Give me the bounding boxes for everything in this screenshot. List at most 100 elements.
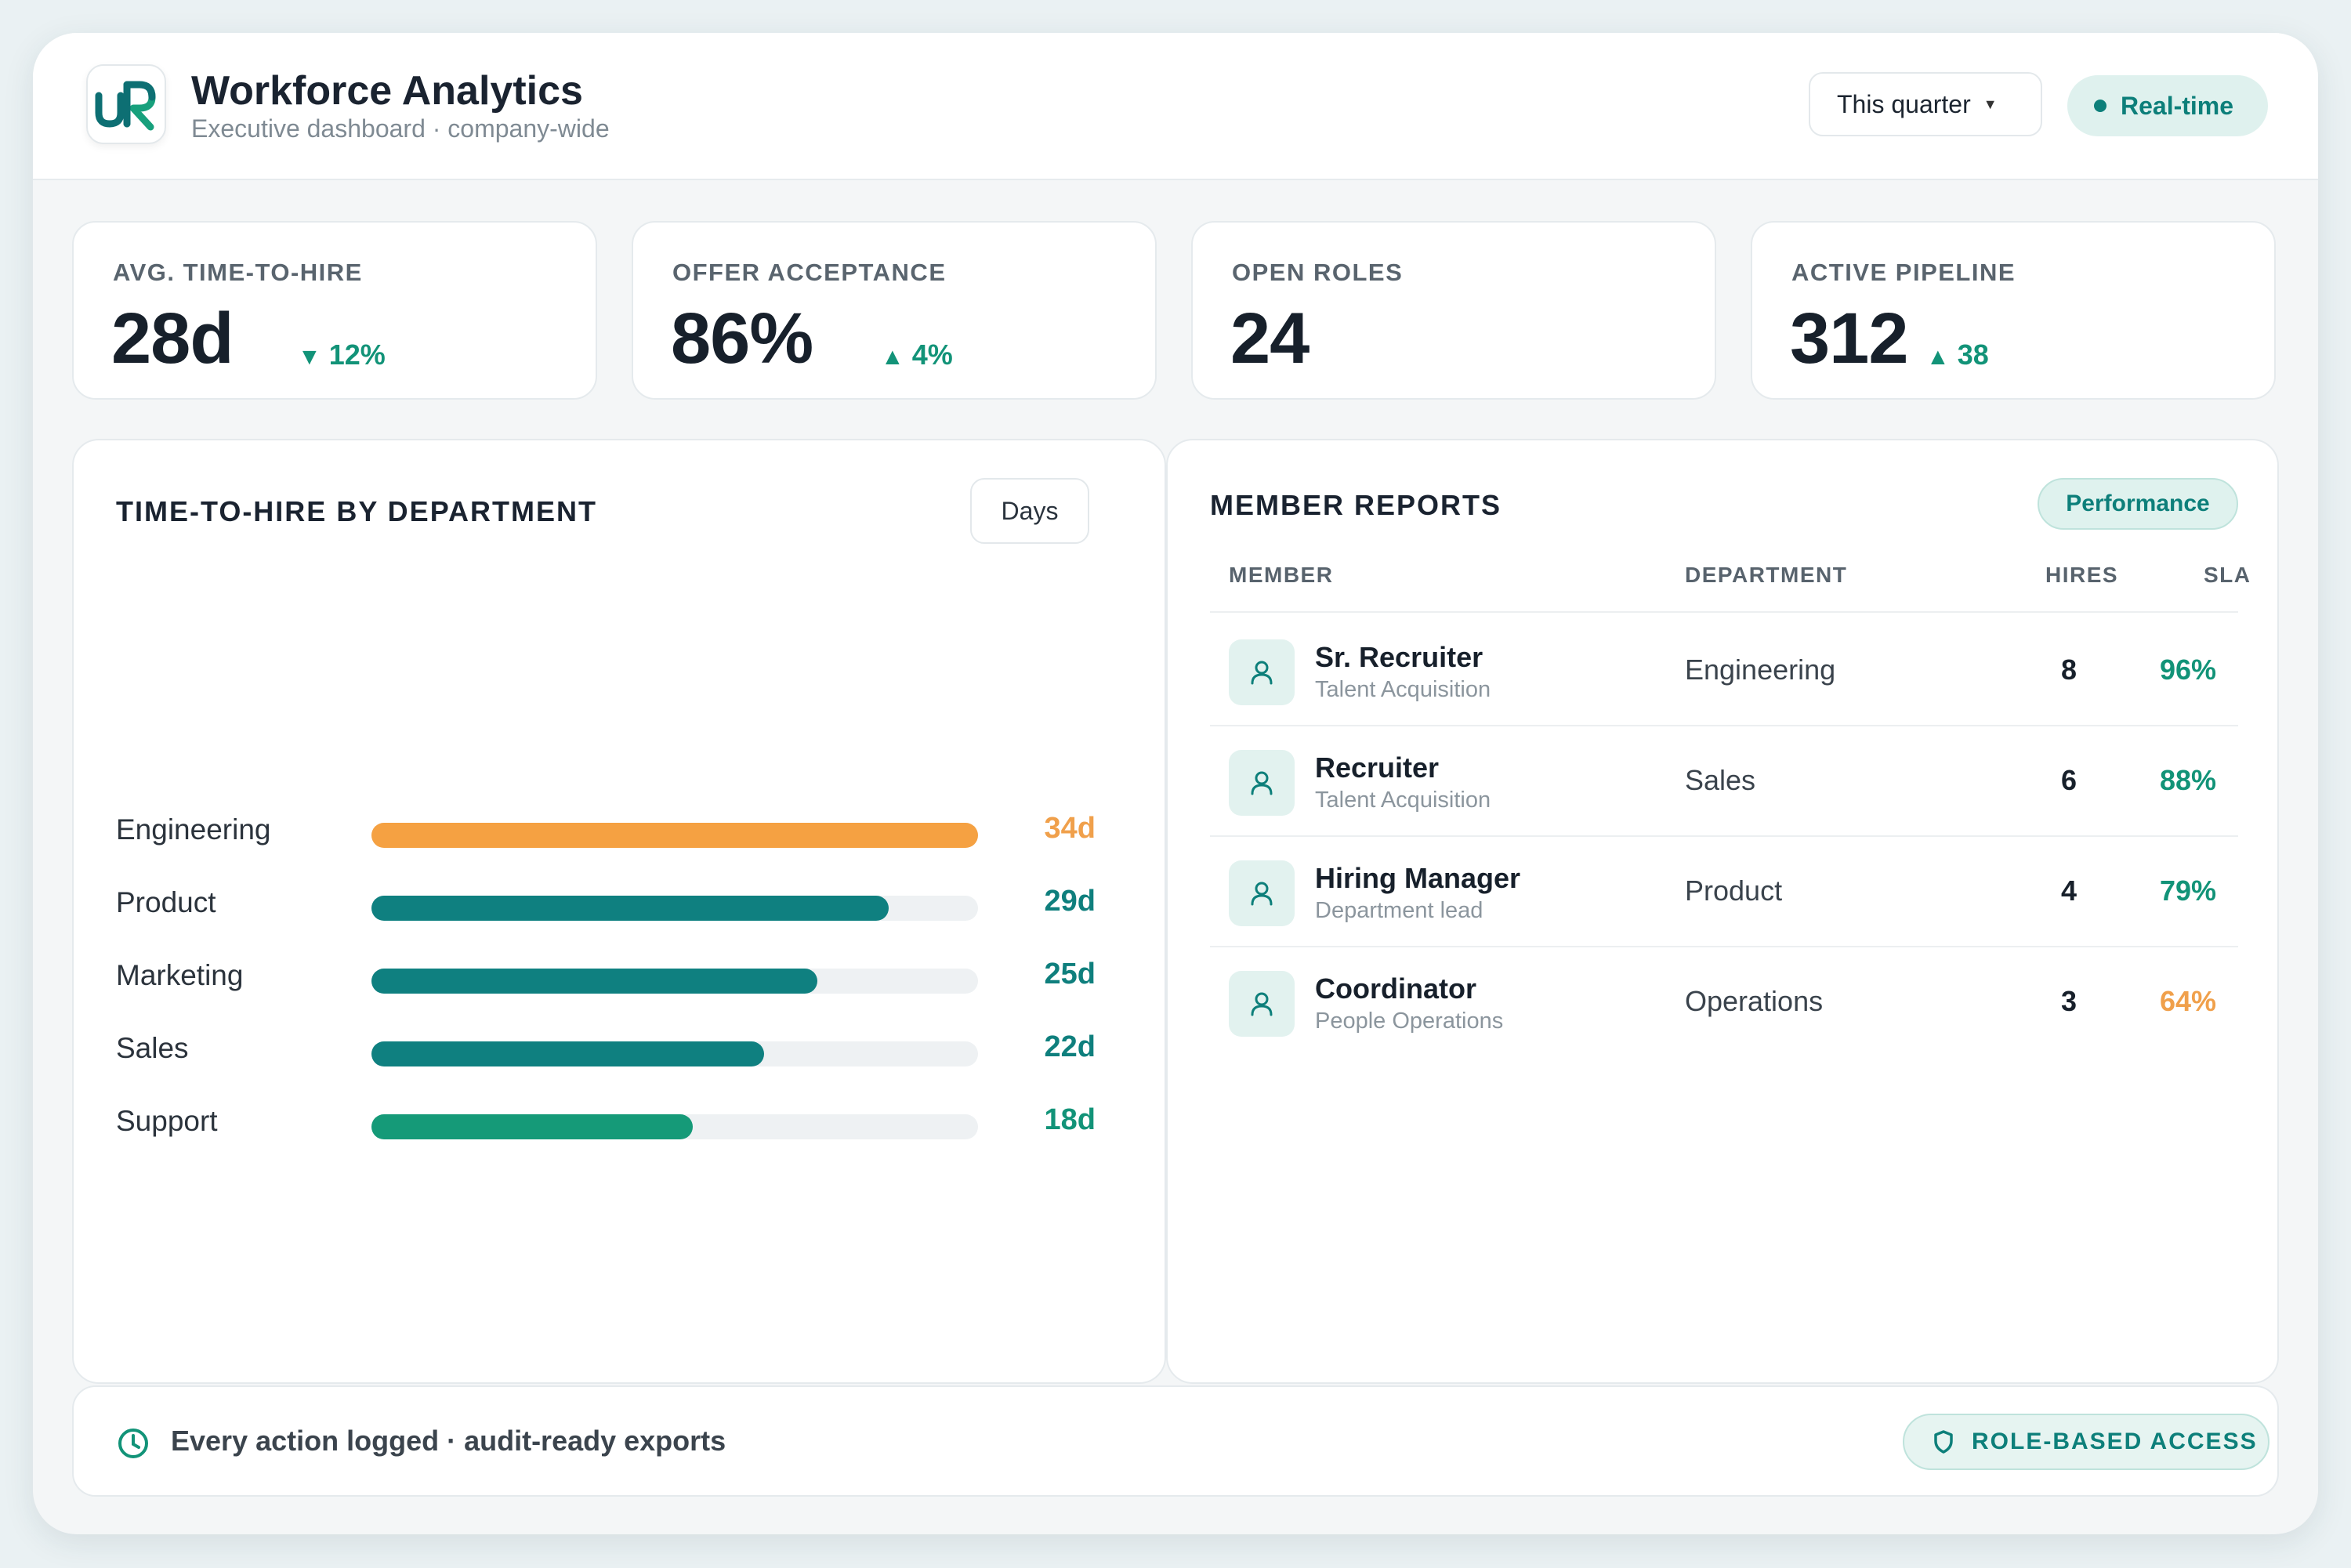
role-based-access-badge[interactable]: ROLE-BASED ACCESS <box>1903 1414 2269 1470</box>
user-icon <box>1251 882 1273 906</box>
kpi-delta: ▲ 4% <box>881 339 953 371</box>
table-row[interactable]: Coordinator People Operations Operations 3 6… <box>1210 949 2238 1059</box>
kpi-label: AVG. TIME-TO-HIRE <box>113 259 363 286</box>
days-value: 22d <box>1044 1030 1096 1063</box>
shield-icon <box>1934 1430 1953 1454</box>
department-bar-row[interactable]: Product 29d <box>116 882 1096 929</box>
period-select[interactable]: This quarter ▼ <box>1809 72 2042 136</box>
panel-title: MEMBER REPORTS <box>1210 489 1502 521</box>
member-role: Talent Acquisition <box>1315 788 1491 813</box>
member-sla: 64% <box>2159 985 2216 1017</box>
kpi-label: OFFER ACCEPTANCE <box>672 259 947 286</box>
department-bar-row[interactable]: Sales 22d <box>116 1027 1096 1074</box>
avatar <box>1229 971 1295 1037</box>
kpi-delta: ▼ 12% <box>298 339 386 371</box>
row-divider <box>1210 835 2238 837</box>
kpi-value: 24 <box>1230 299 1310 378</box>
days-value: 29d <box>1044 885 1096 918</box>
audit-footer: Every action logged · audit-ready export… <box>72 1385 2279 1497</box>
member-department: Operations <box>1685 985 1824 1017</box>
kpi-value: 312 <box>1790 299 1908 378</box>
member-department: Sales <box>1685 764 1756 796</box>
realtime-label: Real-time <box>2121 91 2234 120</box>
period-select-label: This quarter <box>1837 89 1971 118</box>
clock-icon <box>118 1429 148 1458</box>
member-sla: 96% <box>2159 654 2216 686</box>
kpi-delta-value: 12% <box>328 339 386 371</box>
kpi-delta-value: 38 <box>1957 339 1989 371</box>
member-sla: 79% <box>2159 875 2216 907</box>
member-name: Sr. Recruiter <box>1315 641 1483 673</box>
live-dot-icon <box>2094 100 2106 112</box>
column-header-member[interactable]: MEMBER <box>1229 563 1334 587</box>
trend-up-icon: ▲ <box>1926 344 1950 370</box>
member-role: Department lead <box>1315 898 1483 923</box>
top-header: Workforce Analytics Executive dashboard … <box>33 33 2318 180</box>
panel-title: TIME-TO-HIRE BY DEPARTMENT <box>116 495 598 527</box>
app-title: Workforce Analytics <box>191 68 583 114</box>
department-bar-row[interactable]: Support 18d <box>116 1100 1096 1147</box>
avatar <box>1229 750 1295 816</box>
member-reports-panel: MEMBER REPORTS Performance MEMBER DEPART… <box>1166 439 2279 1384</box>
row-divider <box>1210 946 2238 947</box>
bar-fill <box>371 823 978 848</box>
bar-fill <box>371 1041 764 1066</box>
app-window: Workforce Analytics Executive dashboard … <box>33 33 2318 1534</box>
department-label: Product <box>116 886 216 918</box>
member-department: Product <box>1685 875 1783 907</box>
kpi-label: OPEN ROLES <box>1232 259 1404 286</box>
table-row[interactable]: Recruiter Talent Acquisition Sales 6 88% <box>1210 728 2238 838</box>
bar-track <box>371 1114 978 1139</box>
member-role: Talent Acquisition <box>1315 677 1491 702</box>
member-role: People Operations <box>1315 1009 1504 1034</box>
kpi-card-active-pipeline: ACTIVE PIPELINE 312 ▲ 38 <box>1751 221 2276 400</box>
department-label: Support <box>116 1105 218 1137</box>
column-header-hires[interactable]: HIRES <box>2045 563 2119 587</box>
member-department: Engineering <box>1685 654 1836 686</box>
column-header-department[interactable]: DEPARTMENT <box>1685 563 1848 587</box>
realtime-badge[interactable]: Real-time <box>2067 75 2268 136</box>
days-value: 34d <box>1044 812 1096 845</box>
table-row[interactable]: Sr. Recruiter Talent Acquisition Engineeri… <box>1210 617 2238 727</box>
logo-mark-icon <box>95 81 156 131</box>
days-unit-button[interactable]: Days <box>970 478 1089 544</box>
table-row[interactable]: Hiring Manager Department lead Product 4 79% <box>1210 838 2238 948</box>
member-name: Hiring Manager <box>1315 862 1521 894</box>
table-divider <box>1210 611 2238 613</box>
performance-badge[interactable]: Performance <box>2038 478 2238 530</box>
bar-track <box>371 823 978 848</box>
days-value: 18d <box>1044 1103 1096 1136</box>
department-label: Marketing <box>116 959 244 991</box>
kpi-label: ACTIVE PIPELINE <box>1791 259 2016 286</box>
user-icon <box>1251 771 1273 795</box>
member-hires: 8 <box>2060 654 2077 686</box>
kpi-card-time-to-hire: AVG. TIME-TO-HIRE 28d ▼ 12% <box>72 221 597 400</box>
member-hires: 3 <box>2060 985 2077 1017</box>
row-divider <box>1210 725 2238 726</box>
department-bar-row[interactable]: Engineering 34d <box>116 809 1096 856</box>
role-based-access-label: ROLE-BASED ACCESS <box>1972 1429 2258 1454</box>
bar-track <box>371 969 978 994</box>
member-hires: 4 <box>2060 875 2077 907</box>
member-name: Recruiter <box>1315 751 1440 784</box>
time-to-hire-panel: TIME-TO-HIRE BY DEPARTMENT Days Engineer… <box>72 439 1166 1384</box>
kpi-value: 86% <box>671 299 813 378</box>
trend-up-icon: ▲ <box>881 344 904 370</box>
column-header-sla[interactable]: SLA <box>2204 563 2251 587</box>
days-value: 25d <box>1044 958 1096 990</box>
app-subtitle: Executive dashboard · company-wide <box>191 114 610 143</box>
kpi-card-open-roles: OPEN ROLES 24 <box>1191 221 1716 400</box>
audit-note: Every action logged · audit-ready export… <box>171 1425 726 1457</box>
bar-fill <box>371 896 889 921</box>
bar-fill <box>371 1114 693 1139</box>
kpi-value: 28d <box>111 299 234 378</box>
member-name: Coordinator <box>1315 972 1476 1005</box>
trend-down-icon: ▼ <box>298 344 321 370</box>
user-icon <box>1251 661 1273 685</box>
department-bar-row[interactable]: Marketing 25d <box>116 954 1096 1001</box>
avatar <box>1229 639 1295 705</box>
user-icon <box>1251 992 1273 1016</box>
bar-track <box>371 896 978 921</box>
avatar <box>1229 860 1295 926</box>
bar-fill <box>371 969 817 994</box>
